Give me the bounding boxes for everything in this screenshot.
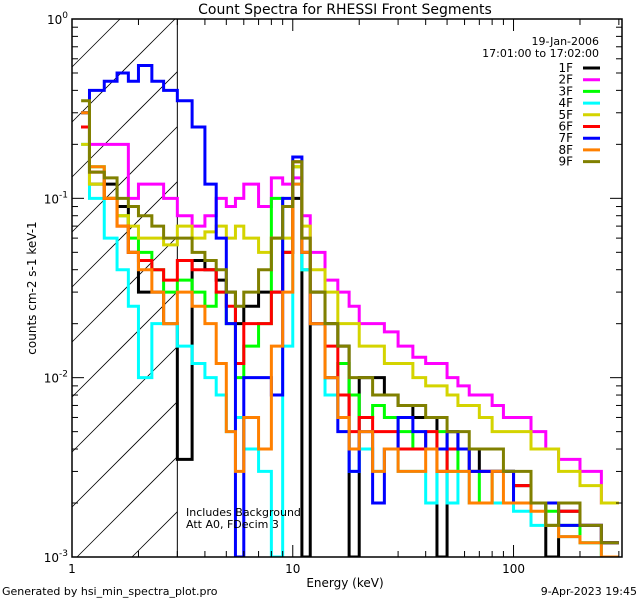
x-tick-label: 1 bbox=[68, 562, 76, 576]
series-8F bbox=[81, 111, 619, 557]
legend-label-3F: 3F bbox=[558, 84, 573, 98]
date-annotation: 19-Jan-2006 bbox=[532, 35, 600, 48]
hatch-line bbox=[71, 236, 178, 343]
attenuator-note: Att A0, FDecim 3 bbox=[186, 518, 279, 531]
hatch-line bbox=[76, 456, 178, 558]
hatch-line bbox=[71, 126, 178, 233]
legend-label-5F: 5F bbox=[558, 108, 573, 122]
hatch-line bbox=[71, 181, 178, 288]
y-tick-label: 100 bbox=[47, 11, 68, 27]
hatch-line bbox=[71, 346, 178, 453]
hatch-line bbox=[71, 71, 178, 178]
legend-label-8F: 8F bbox=[558, 143, 573, 157]
time-range-annotation: 17:01:00 to 17:02:00 bbox=[482, 47, 599, 60]
hatch-line bbox=[71, 401, 178, 508]
hatch-line bbox=[131, 511, 178, 558]
hatch-line bbox=[71, 291, 178, 398]
footer-timestamp: 9-Apr-2023 19:45 bbox=[541, 585, 637, 598]
legend-label-7F: 7F bbox=[558, 131, 573, 145]
x-tick-label: 10 bbox=[285, 562, 300, 576]
background-note: Includes Background bbox=[186, 506, 301, 519]
legend-label-9F: 9F bbox=[558, 155, 573, 169]
series-1F bbox=[81, 125, 619, 557]
y-tick-label: 10-1 bbox=[44, 190, 68, 206]
legend-label-6F: 6F bbox=[558, 120, 573, 134]
hatch-line bbox=[71, 18, 176, 123]
legend-label-2F: 2F bbox=[558, 73, 573, 87]
y-axis-label: counts cm-2 s-1 keV-1 bbox=[25, 221, 39, 354]
series-lines bbox=[81, 64, 619, 557]
footer-generated: Generated by hsi_min_spectra_plot.pro bbox=[2, 585, 218, 598]
y-tick-label: 10-2 bbox=[44, 370, 68, 386]
legend-label-1F: 1F bbox=[558, 61, 573, 75]
plot-frame bbox=[71, 18, 623, 558]
x-axis-label: Energy (keV) bbox=[306, 576, 383, 590]
chart-title: Count Spectra for RHESSI Front Segments bbox=[198, 2, 492, 18]
series-9F bbox=[81, 99, 619, 545]
legend-label-4F: 4F bbox=[558, 96, 573, 110]
hatch-line bbox=[71, 18, 121, 68]
x-tick-label: 100 bbox=[502, 562, 525, 576]
y-tick-label: 10-3 bbox=[44, 549, 68, 565]
